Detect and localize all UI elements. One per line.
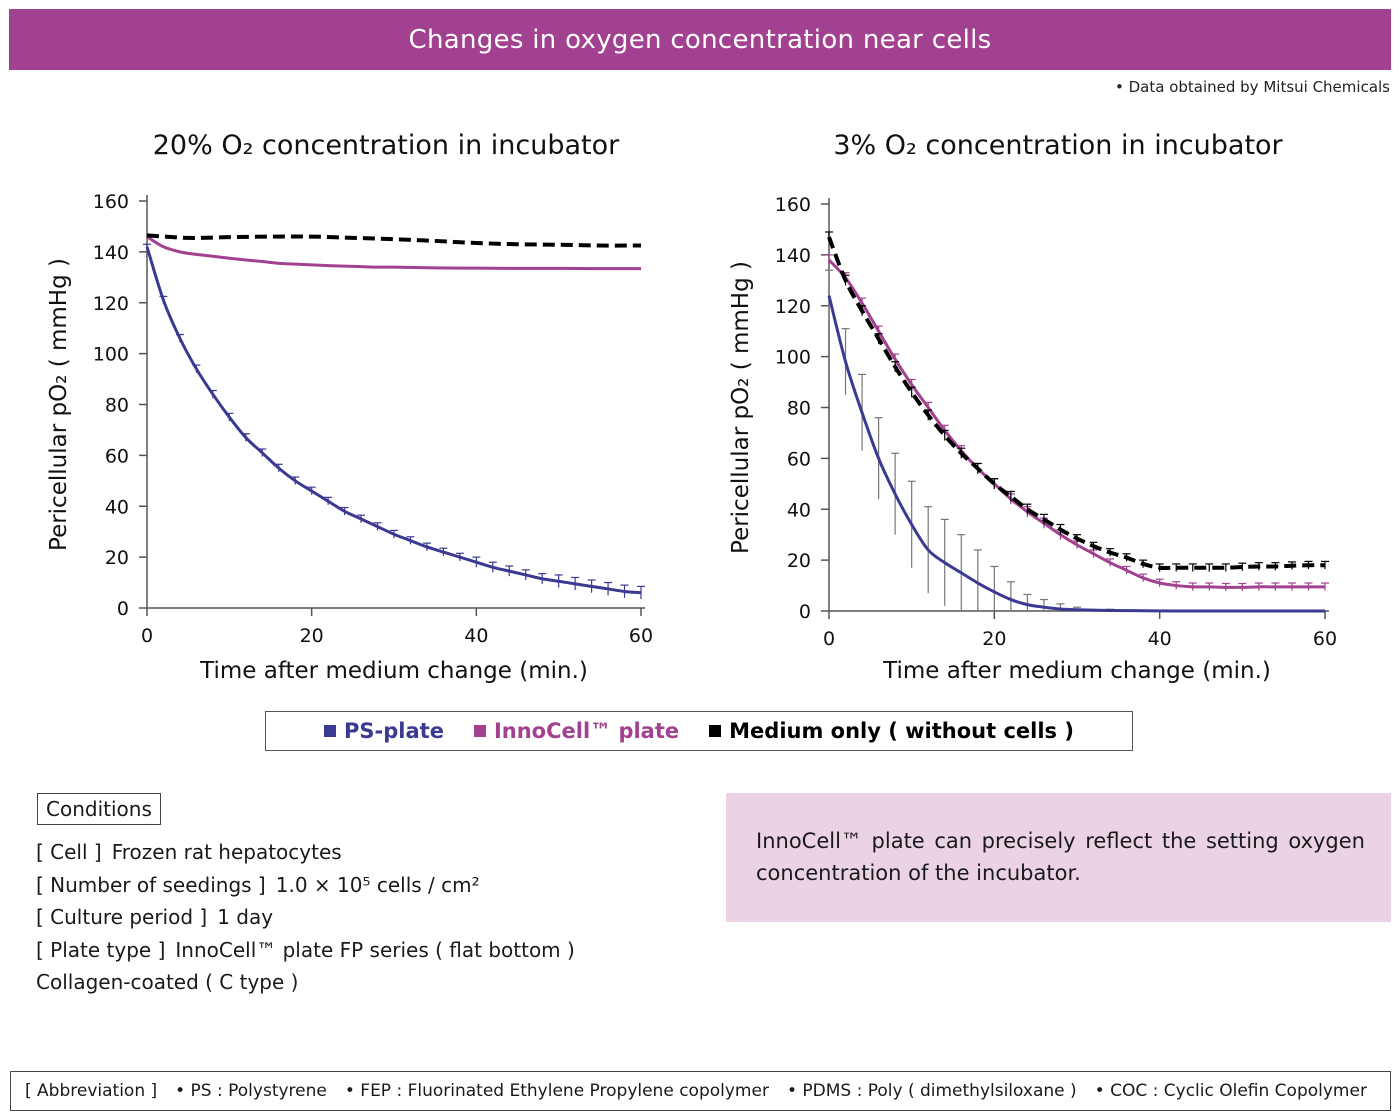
- condition-seedings: [ Number of seedings ] 1.0 × 10⁵ cells / …: [36, 869, 575, 902]
- y-tick-label: 60: [105, 445, 129, 467]
- abbreviation-pdms: • PDMS : Poly ( dimethylsiloxane ): [786, 1081, 1077, 1101]
- condition-value: 1 day: [217, 905, 274, 929]
- x-tick-label: 0: [141, 625, 153, 647]
- conditions-title: Conditions: [46, 797, 152, 821]
- y-tick-label: 140: [93, 242, 129, 264]
- conditions-list: [ Cell ] Frozen rat hepatocytes [ Number …: [36, 836, 575, 999]
- x-tick-label: 0: [823, 628, 835, 650]
- y-tick-label: 120: [93, 293, 129, 315]
- condition-coating: Collagen-coated ( C type ): [36, 966, 575, 999]
- x-axis-label: Time after medium change (min.): [199, 658, 588, 684]
- x-tick-label: 40: [464, 625, 488, 647]
- y-tick-label: 160: [775, 194, 811, 216]
- header-banner: Changes in oxygen concentration near cel…: [9, 9, 1391, 70]
- series-line-ps: [145, 246, 642, 595]
- x-tick-label: 20: [982, 628, 1006, 650]
- y-axis-label: Pericellular pO₂ ( mmHg ): [728, 261, 754, 554]
- condition-key: [ Cell ]: [36, 840, 102, 864]
- abbreviation-label: [ Abbreviation ]: [25, 1081, 158, 1101]
- chart-title-20: 20% O₂ concentration in incubator: [152, 130, 620, 161]
- legend-label-medium: Medium only ( without cells ): [729, 719, 1074, 743]
- legend: PS-plate InnoCell™ plate Medium only ( w…: [265, 711, 1133, 751]
- page-title: Changes in oxygen concentration near cel…: [408, 24, 992, 55]
- error-bars-medium: [825, 231, 1329, 572]
- x-tick-label: 60: [629, 625, 653, 647]
- abbreviation-coc: • COC : Cyclic Olefin Copolymer: [1094, 1081, 1367, 1101]
- series-line-ps: [827, 295, 1325, 613]
- x-axis-label: Time after medium change (min.): [882, 658, 1271, 684]
- condition-value: Frozen rat hepatocytes: [111, 840, 342, 864]
- y-tick-label: 140: [775, 245, 811, 267]
- note-text: InnoCell™ plate can precisely reflect th…: [756, 829, 1365, 885]
- source-note: • Data obtained by Mitsui Chemicals: [1115, 78, 1390, 96]
- highlight-note: InnoCell™ plate can precisely reflect th…: [726, 793, 1391, 922]
- y-tick-label: 0: [799, 601, 811, 623]
- abbreviation-ps: • PS : Polystyrene: [175, 1081, 327, 1101]
- y-tick-label: 160: [93, 191, 129, 213]
- condition-value: InnoCell™ plate FP series ( flat bottom …: [175, 937, 575, 962]
- y-tick-label: 80: [105, 395, 129, 417]
- legend-swatch-innocell: [473, 725, 486, 737]
- y-axis-label: Pericellular pO₂ ( mmHg ): [46, 258, 72, 551]
- series-line-innocell: [827, 258, 1325, 589]
- y-tick-label: 60: [787, 448, 811, 470]
- y-tick-label: 0: [117, 598, 129, 620]
- legend-swatch-medium: [709, 725, 722, 737]
- series-line-medium: [827, 236, 1326, 571]
- x-tick-label: 60: [1313, 628, 1337, 650]
- condition-key: [ Number of seedings ]: [36, 872, 266, 897]
- chart-20-percent: 0 20 40 60 80 100 120 140 160 0 20 40 60 Time after m…: [46, 191, 653, 684]
- condition-cell: [ Cell ] Frozen rat hepatocytes: [36, 836, 575, 869]
- legend-swatch-ps: [324, 725, 337, 737]
- condition-key: [ Plate type ]: [36, 937, 166, 962]
- conditions-heading: Conditions: [37, 793, 161, 825]
- condition-value: Collagen-coated ( C type ): [36, 970, 299, 994]
- y-tick-label: 100: [775, 347, 811, 369]
- chart-3-percent: 0 20 40 60 80 100 120 140 160 0 20 40 60 Time after m…: [728, 194, 1337, 684]
- y-tick-label: 80: [787, 398, 811, 420]
- legend-label-innocell: InnoCell™ plate: [493, 719, 680, 743]
- legend-label-ps: PS-plate: [344, 719, 444, 743]
- y-tick-label: 40: [787, 499, 811, 521]
- abbreviation-bar: [ Abbreviation ] • PS : Polystyrene • FE…: [10, 1071, 1391, 1111]
- x-tick-label: 40: [1148, 628, 1172, 650]
- legend-item-innocell: InnoCell™ plate: [473, 719, 680, 743]
- series-line-medium: [146, 233, 642, 248]
- y-tick-label: 120: [775, 296, 811, 318]
- error-bars-ps: [143, 243, 645, 600]
- series-line-innocell: [146, 235, 642, 271]
- y-tick-label: 100: [93, 344, 129, 366]
- abbreviation-fep: • FEP : Fluorinated Ethylene Propylene c…: [344, 1081, 769, 1101]
- x-tick-label: 20: [300, 625, 324, 647]
- condition-plate-type: [ Plate type ] InnoCell™ plate FP series …: [36, 934, 575, 967]
- condition-culture-period: [ Culture period ] 1 day: [36, 901, 575, 934]
- legend-item-medium: Medium only ( without cells ): [709, 719, 1074, 743]
- y-tick-label: 20: [105, 547, 129, 569]
- condition-value: 1.0 × 10⁵ cells / cm²: [275, 872, 480, 897]
- chart-title-3: 3% O₂ concentration in incubator: [833, 130, 1283, 161]
- condition-key: [ Culture period ]: [36, 905, 208, 929]
- legend-item-ps: PS-plate: [324, 719, 444, 743]
- y-tick-label: 40: [105, 496, 129, 518]
- y-tick-label: 20: [787, 550, 811, 572]
